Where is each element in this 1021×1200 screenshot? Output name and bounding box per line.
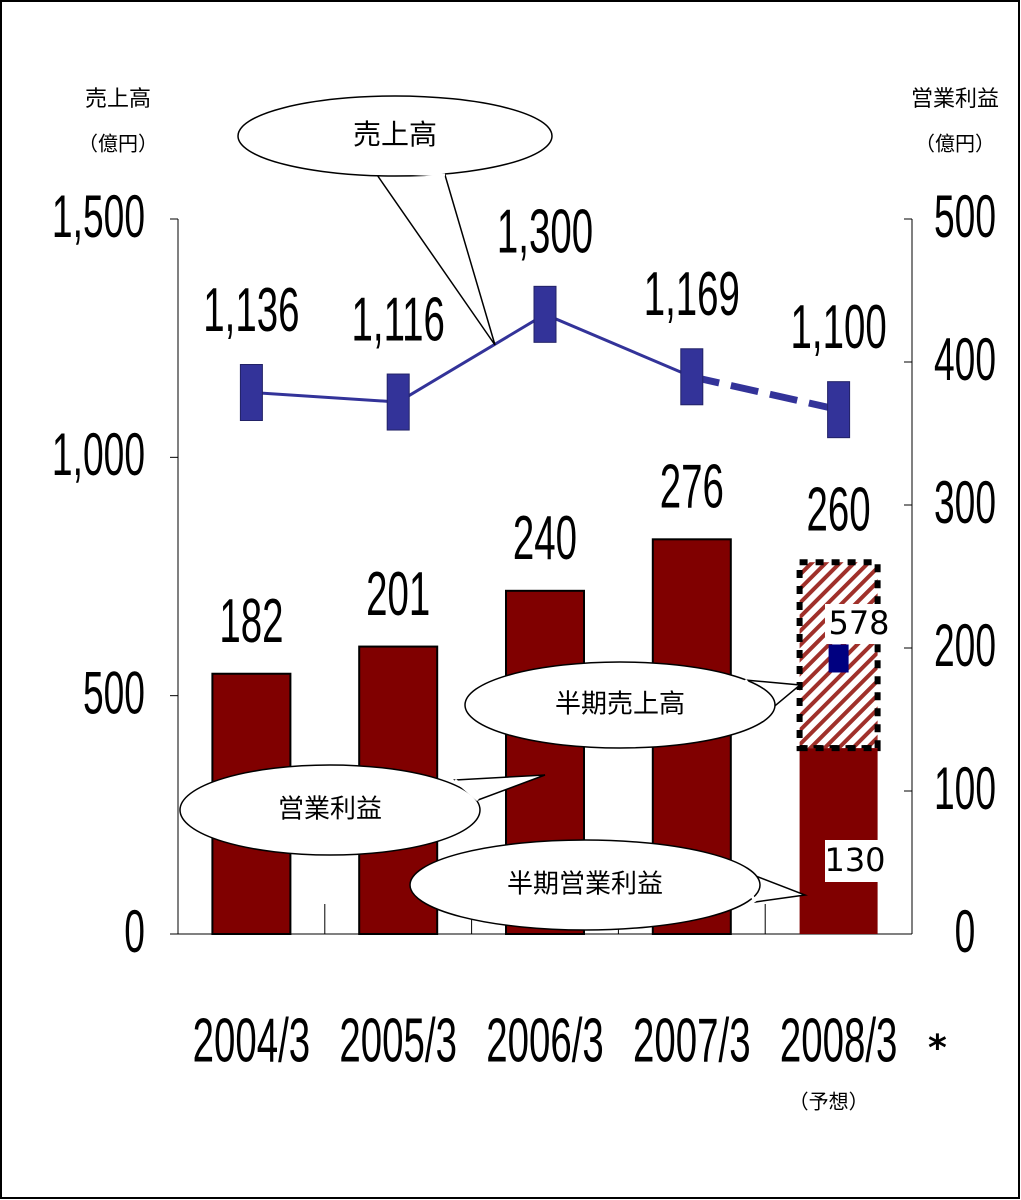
callout-cover xyxy=(743,679,772,711)
x-tick-label: 2005/3 xyxy=(339,1005,457,1075)
forecast-mark: * xyxy=(928,1028,947,1069)
bar-value-label: 201 xyxy=(366,558,430,628)
y2-tick-label: 500 xyxy=(934,183,996,250)
line-marker xyxy=(239,364,263,422)
x-tick-label: 2008/3 xyxy=(780,1005,898,1075)
y2-tick-label: 300 xyxy=(934,469,996,536)
forecast-label: （予想） xyxy=(789,1090,869,1114)
y-unit: （億円） xyxy=(78,132,158,156)
y-tick-label: 0 xyxy=(124,898,145,965)
x-tick-label: 2006/3 xyxy=(486,1005,604,1075)
y2-tick-label: 100 xyxy=(934,755,996,822)
callout-label: 半期営業利益 xyxy=(507,870,663,900)
y2-tick-label: 200 xyxy=(934,612,996,679)
line-value-label: 1,169 xyxy=(644,259,740,329)
line-value-label: 1,100 xyxy=(791,292,887,362)
half-year-value-label: 130 xyxy=(824,841,885,879)
half-year-marker xyxy=(828,644,849,673)
y-tick-label: 500 xyxy=(83,659,145,726)
y2-unit: （億円） xyxy=(915,132,995,156)
line-marker xyxy=(827,381,851,439)
line-marker xyxy=(533,285,557,343)
bar-value-label: 276 xyxy=(660,451,724,521)
y-tick-label: 1,000 xyxy=(52,421,145,488)
callout-label: 半期売上高 xyxy=(555,690,685,720)
x-tick-label: 2007/3 xyxy=(633,1005,751,1075)
line xyxy=(251,312,693,404)
value-box xyxy=(825,840,885,882)
y-tick-label: 1,500 xyxy=(52,183,145,250)
bar-value-label: 240 xyxy=(513,503,577,573)
callout xyxy=(464,661,776,749)
bar-value-label: 260 xyxy=(807,474,871,544)
callout-cover xyxy=(454,778,479,802)
x-tick-label: 2004/3 xyxy=(193,1005,311,1075)
callout-label: 売上高 xyxy=(353,118,437,151)
callout xyxy=(237,95,553,177)
callout xyxy=(409,839,761,931)
bar-value-label: 182 xyxy=(219,586,283,656)
line-value-label: 1,136 xyxy=(203,274,299,344)
line-marker xyxy=(680,348,704,406)
y-title: 売上高 xyxy=(85,87,151,112)
line-value-label: 1,116 xyxy=(352,284,445,354)
callout-cover xyxy=(738,869,757,903)
callout xyxy=(179,764,481,856)
line-marker xyxy=(386,373,410,431)
value-box xyxy=(825,604,893,644)
line-value-label: 1,300 xyxy=(497,196,593,266)
callout-label: 営業利益 xyxy=(278,795,382,825)
callout-cover xyxy=(374,170,446,177)
half-year-value-label: 578 xyxy=(828,604,889,642)
forecast-line xyxy=(691,373,840,414)
y2-tick-label: 0 xyxy=(955,898,976,965)
y2-tick-label: 400 xyxy=(934,326,996,393)
y2-title: 営業利益 xyxy=(911,87,999,112)
